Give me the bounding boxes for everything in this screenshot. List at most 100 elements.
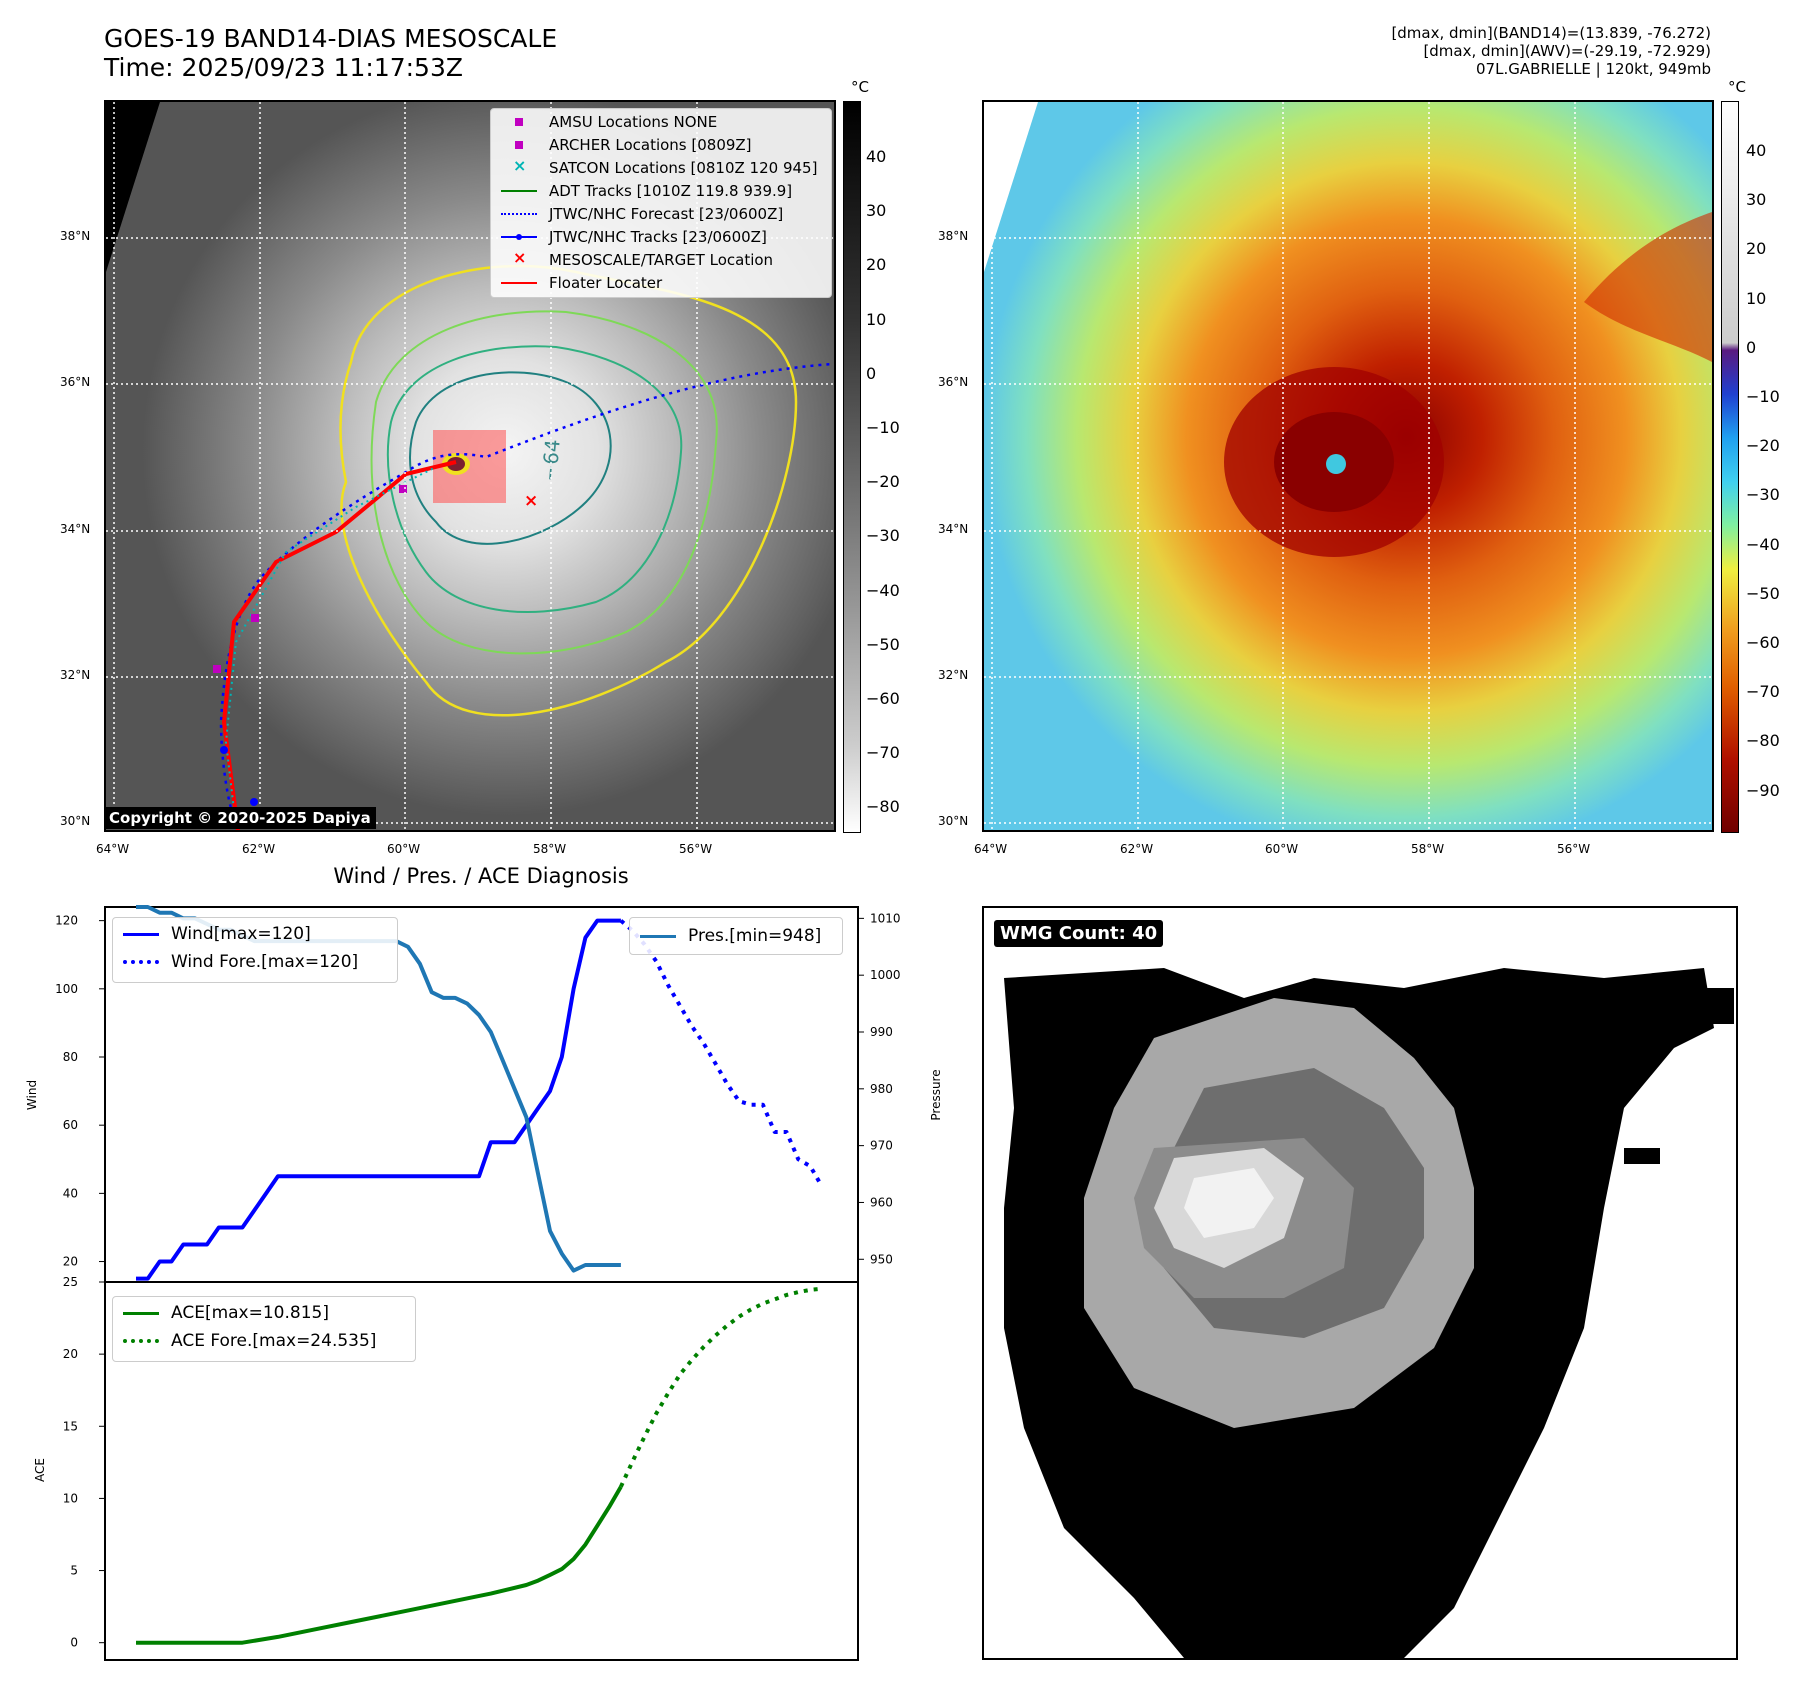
colorbar-tick-label: −40 [866,580,900,600]
colorbar-tick-label: −70 [1746,682,1780,702]
ace-tick-label: 25 [63,1275,78,1289]
legend-x-icon: × [513,248,527,267]
colorbar-tick-label: 30 [866,201,887,221]
colorbar-tick-label: −80 [866,797,900,817]
svg-text:×: × [524,491,538,511]
legend-item-target: × MESOSCALE/TARGET Location [499,248,774,270]
colorbar-tick-label: −40 [1746,534,1780,554]
colorbar-tick-label: −60 [1746,633,1780,652]
colorbar-tick-label: 10 [866,309,887,329]
legend-label: SATCON Locations [0810Z 120 945] [549,159,818,177]
legend-label: AMSU Locations NONE [549,113,718,131]
ace-tick-label: 0 [70,1636,78,1650]
lon-tick-label: 56°W [679,842,713,856]
lon-tick-label: 64°W [96,842,130,856]
legend-label: Wind[max=120] [171,924,311,944]
ir-colorbar-unit: °C [851,78,869,96]
legend-label: ACE Fore.[max=24.535] [171,1331,377,1351]
pressure-axis-label: Pressure [929,1069,943,1120]
figure-title: GOES-19 BAND14-DIAS MESOSCALE Time: 2025/… [104,24,557,82]
legend-line-icon [121,1303,161,1323]
lat-tick-label: 30°N [938,814,969,828]
ace-tick-label: 10 [63,1491,78,1505]
colorbar-tick-label: −30 [866,526,900,546]
legend-line-dot-icon [499,227,539,247]
ace-tick-label: 20 [63,1347,78,1361]
colorbar-tick-label: −10 [1746,387,1780,406]
storm-info: [dmax, dmin](BAND14)=(13.839, -76.272) [… [1391,24,1711,78]
legend-label: Wind Fore.[max=120] [171,952,359,972]
wind-axis-label: Wind [25,1080,39,1110]
wmg-count-badge: WMG Count: 40 [994,920,1164,947]
ace-axis-label: ACE [33,1458,47,1482]
colorbar-tick-label: 30 [1746,190,1767,210]
wind-tick-label: 80 [63,1050,78,1064]
info-line-3: 07L.GABRIELLE | 120kt, 949mb [1476,60,1711,78]
colorbar-tick-label: −90 [1746,780,1780,800]
lat-tick-label: 34°N [60,522,91,536]
wind-tick-label: 120 [55,914,78,928]
ir-colorbar [843,101,861,833]
legend-label: JTWC/NHC Forecast [23/0600Z] [549,205,784,223]
lon-tick-label: 60°W [387,842,421,856]
info-line-2: [dmax, dmin](AWV)=(-29.19, -72.929) [1423,42,1711,60]
colorbar-tick-label: −80 [1746,731,1780,751]
lat-tick-label: 34°N [938,522,969,536]
pressure-tick-label: 950 [870,1252,893,1266]
legend-item-ace: ACE[max=10.815] [121,1303,329,1323]
pressure-tick-label: 990 [870,1025,893,1039]
lon-tick-label: 62°W [1120,842,1154,856]
legend-label: ACE[max=10.815] [171,1303,329,1323]
legend-item-pressure: Pres.[min=948] [638,926,821,946]
legend-item-adt: ADT Tracks [1010Z 119.8 939.9] [499,181,792,201]
legend-dotted-line-icon [499,204,539,224]
colorbar-tick-label: −70 [866,743,900,763]
wmg-panel [982,906,1738,1660]
legend-line-icon [121,924,161,944]
wind-series-line [136,918,621,1281]
ace-chart-frame [104,1281,859,1661]
pressure-tick-label: 980 [870,1082,893,1096]
legend-dotted-line-icon [121,1331,161,1351]
lon-tick-label: 64°W [974,842,1008,856]
legend-label: MESOSCALE/TARGET Location [549,251,774,269]
legend-square-icon [499,135,539,155]
colorbar-tick-label: 0 [1746,337,1757,357]
legend-item-archer: ARCHER Locations [0809Z] [499,135,752,155]
legend-item-floater: Floater Locater [499,273,662,293]
wind-tick-label: 40 [63,1186,78,1200]
colorbar-tick-label: −30 [1746,485,1780,505]
legend-label: JTWC/NHC Tracks [23/0600Z] [549,228,767,246]
ace-tick-label: 15 [63,1419,78,1433]
color-map-panel [982,100,1714,832]
lat-tick-label: 32°N [60,668,91,682]
wind-tick-label: 60 [63,1118,78,1132]
color-colorbar-unit: °C [1728,78,1746,96]
colorbar-tick-label: −20 [1746,436,1780,456]
colorbar-tick-label: 0 [866,363,877,383]
lat-tick-label: 32°N [938,668,969,682]
info-line-1: [dmax, dmin](BAND14)=(13.839, -76.272) [1391,24,1711,42]
legend-x-icon: × [513,156,527,175]
title-line-2: Time: 2025/09/23 11:17:53Z [104,53,463,82]
diagnosis-title: Wind / Pres. / ACE Diagnosis [333,864,629,888]
ace-legend: ACE[max=10.815] ACE Fore.[max=24.535] [112,1296,416,1362]
legend-label: ADT Tracks [1010Z 119.8 939.9] [549,182,793,200]
legend-dotted-line-icon [121,952,161,972]
pressure-legend: Pres.[min=948] [629,917,843,955]
colorbar-tick-label: 40 [866,147,887,166]
legend-line-icon [499,181,539,201]
pressure-tick-label: 960 [870,1195,893,1209]
colorbar-tick-label: −10 [866,418,900,437]
lon-tick-label: 58°W [1411,842,1445,856]
legend-item-wind-forecast: Wind Fore.[max=120] [121,952,358,972]
ace-forecast-line [619,1286,823,1488]
colorbar-tick-label: 40 [1746,141,1767,160]
wind-forecast-line [619,919,824,1188]
lon-tick-label: 58°W [533,842,567,856]
pressure-tick-label: 1000 [870,968,901,982]
pressure-tick-label: 970 [870,1139,893,1153]
colorbar-tick-label: 20 [866,255,887,275]
colorbar-tick-label: −50 [866,634,900,654]
